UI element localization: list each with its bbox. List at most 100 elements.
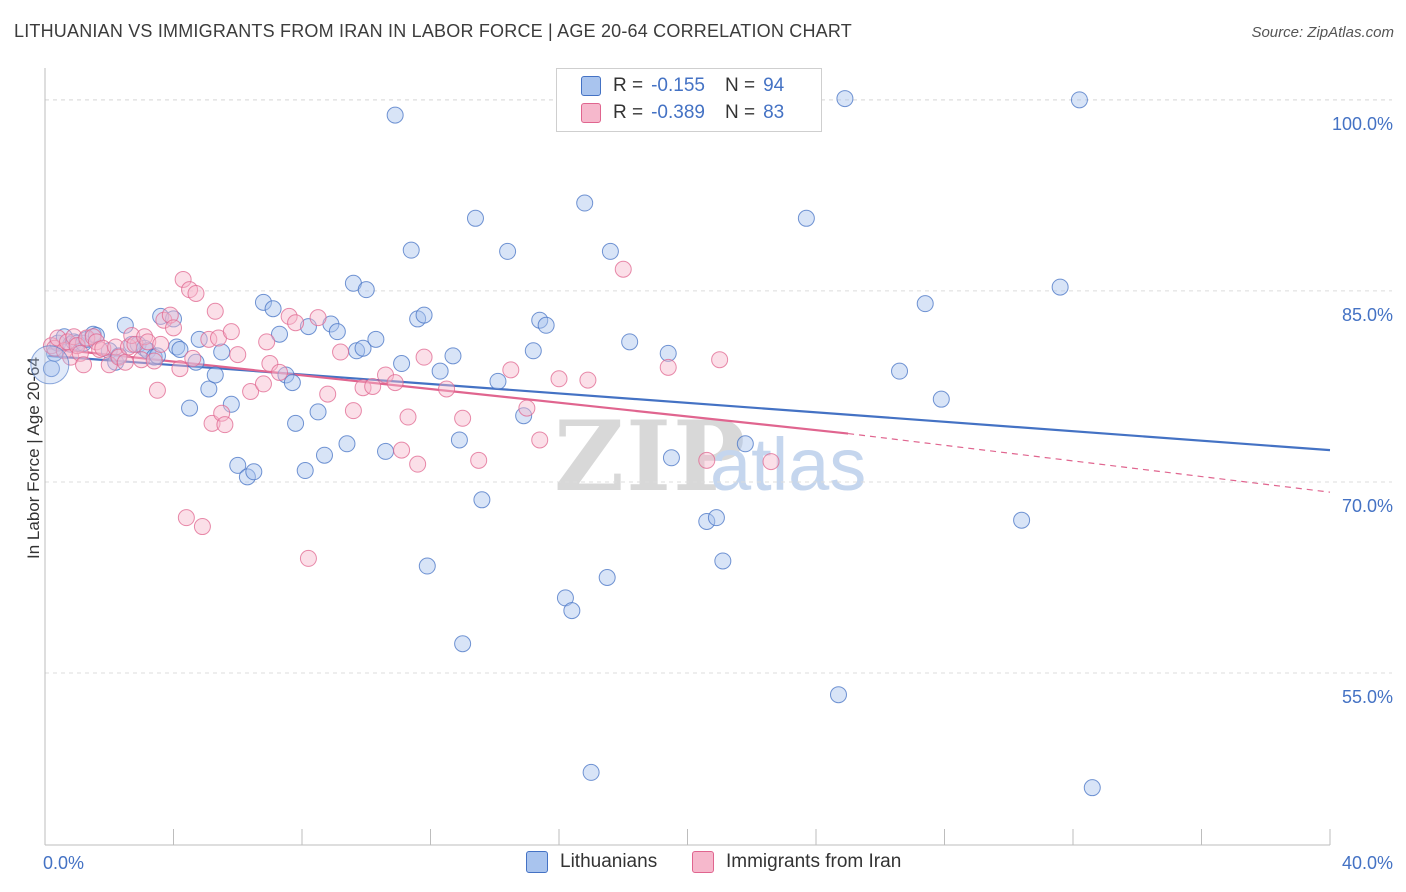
legend-item-lithuanians[interactable]: Lithuanians [526,851,657,873]
lithuanian-point [454,635,472,653]
lithuanian-point [698,512,716,530]
lithuanian-point [431,362,449,380]
lithuanian-point [444,347,462,365]
iran-point [659,358,677,376]
n-value: 94 [763,75,785,96]
iran-point [698,451,716,469]
lithuanian-point [932,390,950,408]
lithuanian-trend-line [48,354,1331,452]
stats-legend: R = -0.155 N = 94 R = -0.389 N = 83 [556,68,822,132]
iran-point [145,352,163,370]
lithuanian-point [499,242,517,260]
iran-point [319,385,337,403]
lithuanian-point [116,316,134,334]
lithuanian-point [367,330,385,348]
lithuanian-point [418,557,436,575]
iran-point [332,343,350,361]
lithuanian-point [563,602,581,620]
tick-labels: 55.0% 70.0% 85.0% 100.0% 0.0% 40.0% [43,114,1393,873]
n-label: N = [724,102,756,123]
lithuanian-point [271,325,289,343]
lithuanian-point [309,403,327,421]
lithuanian-point [473,491,491,509]
n-value: 83 [763,102,785,123]
iran-point [148,381,166,399]
lithuanian-point [1013,511,1031,529]
lithuanian-point [450,431,468,449]
lithuanian-point [181,399,199,417]
iran-point [229,346,247,364]
iran-point [75,356,93,374]
lithuanian-point [200,380,218,398]
iran-point [242,383,260,401]
iran-point [254,375,272,393]
y-tick-label: 100.0% [1332,114,1393,134]
iran-point [206,302,224,320]
iran-point [107,338,125,356]
iran-point [454,409,472,427]
n-label: N = [724,75,756,96]
iran-point [261,355,279,373]
iran-legend-swatch-icon [692,851,714,873]
y-tick-label: 70.0% [1342,496,1393,516]
lithuanian-point [1051,278,1069,296]
iran-point [386,374,404,392]
y-tick-label: 85.0% [1342,305,1393,325]
iran-point [94,339,112,357]
lithuanian-point [190,330,208,348]
lithuanian-point [338,435,356,453]
iran-point [193,518,211,536]
lithuanian-point [229,456,247,474]
lithuanian-point [402,241,420,259]
legend-label-iran: Immigrants from Iran [726,851,902,872]
iran-point [579,371,597,389]
iran-point [222,323,240,341]
lithuanian-point [206,366,224,384]
lithuanian-point [489,372,507,390]
lithuanian-point [328,323,346,341]
lithuanian-point [829,686,847,704]
iran-point [409,455,427,473]
iran-point [65,328,83,346]
lithuanian-point [601,242,619,260]
iran-point [531,431,549,449]
iran-point [364,377,382,395]
iran-point [136,328,154,346]
iran-point [271,363,289,381]
lithuanian-point [393,355,411,373]
iran-point [165,319,182,337]
iran-point [470,451,488,469]
lithuanian-point [582,763,600,781]
r-value: -0.155 [651,75,705,96]
chart-title: LITHUANIAN VS IMMIGRANTS FROM IRAN IN LA… [14,21,852,41]
lithuanian-point [245,463,263,481]
lithuanian-point [222,395,240,413]
trend-lines [48,347,1331,493]
iran-point [309,309,327,327]
legend-item-iran[interactable]: Immigrants from Iran [692,851,901,873]
iran-point [216,416,234,434]
r-value: -0.389 [651,102,705,123]
iran-point [299,549,317,567]
iran-point [415,348,433,366]
iran-point [550,370,568,388]
y-tick-label: 55.0% [1342,687,1393,707]
lithuanian-point [662,449,680,467]
lithuanian-point [415,306,433,324]
iran-point [711,351,729,369]
lithuanian-point [377,442,395,460]
iran-point [287,314,305,332]
r-label: R = [613,75,644,96]
iran-point [187,284,205,302]
lithuanian-point [621,333,639,351]
iran-point [184,349,202,367]
iran-point [258,333,276,351]
lithuanians-legend-swatch-icon [526,851,548,873]
iran-point [344,402,362,420]
legend-label-lithuanians: Lithuanians [560,851,658,872]
lithuanian-point [576,194,594,212]
lithuanian-point [254,293,272,311]
lithuanian-point [1070,91,1088,109]
iran-point [518,399,536,417]
